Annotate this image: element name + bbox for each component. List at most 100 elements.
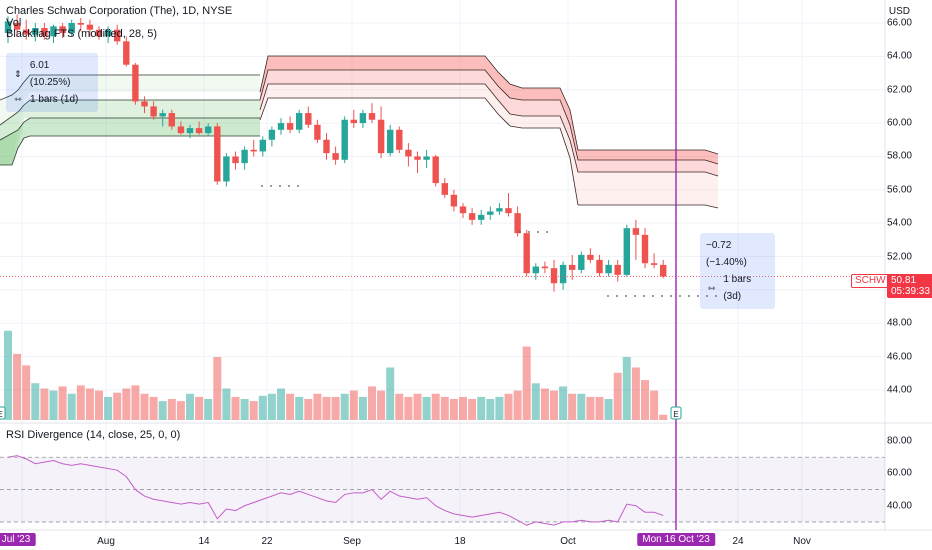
volume-bar	[186, 393, 194, 420]
stop-dot	[288, 185, 290, 187]
earnings-marker: E	[0, 406, 6, 420]
price-tick-label: 58.00	[886, 150, 912, 162]
volume-bar	[13, 353, 22, 420]
last-price: 50.81	[891, 275, 917, 286]
rsi-tick-label: 60.00	[886, 467, 912, 479]
stop-dot	[607, 295, 609, 297]
volume-bar	[613, 372, 622, 420]
green-band-middle	[0, 100, 260, 165]
volume-bar	[531, 383, 540, 420]
green-band-line	[0, 99, 260, 126]
green-band-inner	[0, 118, 260, 165]
candle-body	[32, 28, 39, 35]
measure-tooltip-right[interactable]: −0.72 (−1.40%) ⇿ 1 bars (3d)	[700, 233, 775, 309]
candle-body	[396, 129, 403, 150]
volume-bar	[267, 393, 276, 420]
symbol-title: Charles Schwab Corporation (The), 1D, NY…	[6, 5, 233, 17]
volume-bar	[413, 393, 422, 420]
candle-body	[277, 123, 285, 130]
bar-range-icon-right: ⇿	[707, 282, 716, 293]
measure-tooltip-top[interactable]: ⇕ 6.01 (10.25%) ⇿ 1 bars (1d)	[6, 53, 98, 112]
price-tick-label: 46.00	[886, 351, 912, 363]
candle-body	[268, 129, 276, 140]
volume-bar	[631, 367, 640, 420]
volume-bar	[231, 396, 240, 420]
candle-body	[660, 264, 667, 277]
volume-bar	[304, 399, 313, 420]
candle-body	[559, 264, 567, 284]
stop-dot	[715, 295, 717, 297]
volume-bar	[95, 390, 103, 420]
volume-bar	[395, 393, 404, 420]
time-tick-label: Aug	[97, 536, 115, 547]
price-tick-label: 56.00	[886, 184, 912, 196]
volume-bar	[113, 392, 122, 420]
volume-bar	[468, 399, 477, 420]
volume-bar	[368, 386, 376, 420]
volume-bar	[195, 396, 204, 420]
candle-body	[195, 128, 203, 134]
candle-body	[23, 29, 30, 35]
volume-bar	[659, 414, 668, 420]
volume-bar	[85, 388, 94, 420]
green-band-line	[0, 117, 260, 141]
stop-dot	[688, 295, 690, 297]
time-tick-label: Mon 16 Oct '23	[637, 533, 715, 546]
stop-dot	[679, 295, 681, 297]
stop-dot	[279, 185, 281, 187]
measure-bars-right: 1 bars (3d)	[723, 274, 752, 302]
price-tick-label: 66.00	[886, 17, 912, 29]
volume-bar	[559, 386, 568, 420]
symbol-tag: SCHW	[851, 274, 890, 288]
candle-body	[377, 119, 385, 154]
candle-body	[205, 126, 212, 134]
volume-bar	[568, 393, 577, 420]
volume-bar	[622, 357, 631, 420]
candle-body	[168, 113, 175, 127]
volume-legend: Vol	[6, 17, 22, 29]
candle-body	[641, 234, 649, 264]
candle-body	[177, 126, 185, 134]
candle-body	[414, 156, 421, 160]
earnings-marker: E	[670, 406, 682, 420]
volume-bar	[331, 396, 340, 420]
green-band-line	[0, 74, 260, 101]
candle-body	[68, 23, 75, 34]
candle-body	[532, 266, 539, 274]
stop-dot	[528, 231, 530, 233]
stop-dot	[270, 185, 272, 187]
volume-bar	[586, 396, 595, 420]
volume-bar	[286, 393, 295, 420]
time-tick-label: 14	[198, 536, 210, 547]
stop-dot	[546, 231, 548, 233]
volume-bar	[540, 388, 549, 420]
volume-bar	[295, 396, 304, 420]
volume-bar	[213, 357, 222, 420]
red-band-line	[259, 83, 719, 177]
candle-body	[186, 128, 194, 134]
candle-body	[286, 123, 294, 130]
volume-bar	[550, 390, 558, 420]
stop-dot	[261, 185, 263, 187]
volume-bar	[495, 396, 504, 420]
volume-bar	[449, 399, 458, 420]
time-tick-label: Nov	[793, 536, 811, 547]
candle-body	[405, 149, 412, 157]
price-tick-label: 54.00	[886, 217, 912, 229]
volume-bar	[504, 393, 513, 420]
volume-bar	[604, 399, 613, 420]
price-tick-label: 62.00	[886, 84, 912, 96]
candle-body	[605, 264, 612, 274]
volume-bar	[358, 396, 367, 420]
time-tick-label: Oct	[560, 536, 576, 547]
time-tick-label: Jul '23	[0, 533, 36, 546]
stop-dot	[519, 231, 521, 233]
volume-bar	[440, 396, 449, 420]
volume-bar	[22, 365, 31, 420]
rsi-legend: RSI Divergence (14, close, 25, 0, 0)	[6, 429, 181, 441]
stop-dot	[706, 295, 708, 297]
rsi-line	[7, 455, 664, 526]
volume-bar	[31, 383, 40, 420]
rsi-tick-label: 80.00	[886, 435, 912, 447]
